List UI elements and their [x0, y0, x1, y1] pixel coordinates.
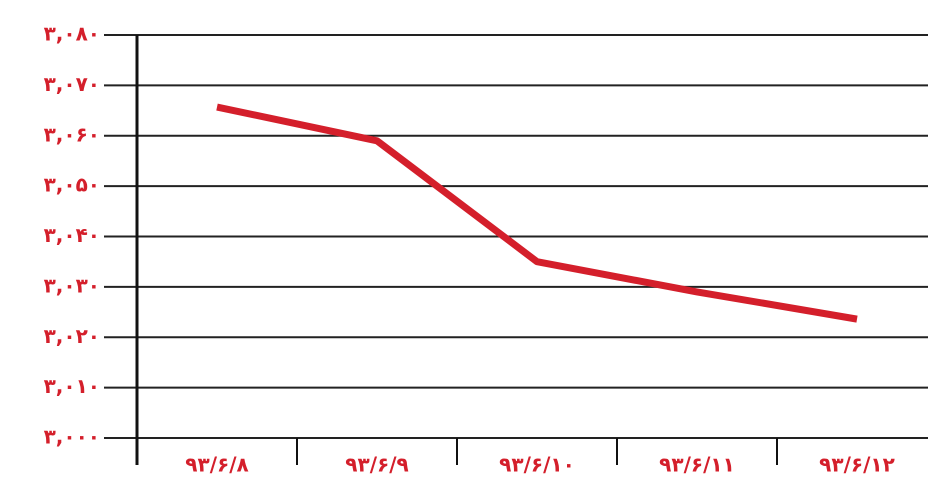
y-tick-label: ۳,۰۲۰ [44, 324, 100, 348]
line-series [216, 103, 858, 323]
x-tick-label: ۹۳/۶/۱۱ [659, 453, 735, 477]
y-tick-label: ۳,۰۴۰ [44, 223, 100, 247]
x-tick-label: ۹۳/۶/۹ [345, 453, 408, 477]
x-tick-label: ۹۳/۶/۱۲ [819, 453, 895, 477]
y-tick-label: ۳,۰۶۰ [44, 122, 100, 146]
x-tick-label: ۹۳/۶/۸ [185, 453, 248, 477]
y-tick-label: ۳,۰۳۰ [44, 273, 100, 297]
y-tick-label: ۳,۰۸۰ [44, 22, 100, 46]
y-tick-label: ۳,۰۵۰ [44, 173, 100, 197]
y-tick-label: ۳,۰۰۰ [44, 425, 100, 449]
x-tick-label: ۹۳/۶/۱۰ [499, 453, 575, 477]
y-tick-label: ۳,۰۷۰ [44, 72, 100, 96]
y-tick-label: ۳,۰۱۰ [44, 374, 100, 398]
